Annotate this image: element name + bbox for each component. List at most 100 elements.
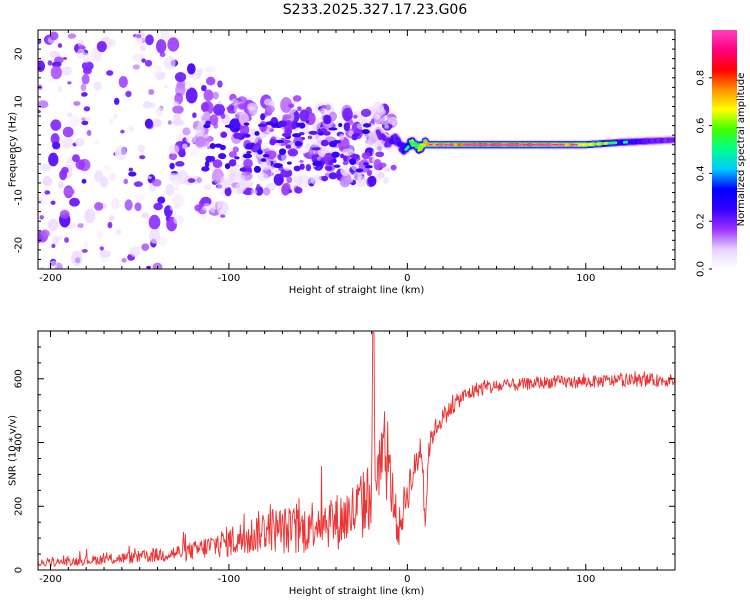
spectrogram-core [331, 151, 340, 158]
spectrogram-blob [137, 145, 146, 153]
spectrogram-blob [232, 146, 239, 153]
spectrogram-blob [262, 187, 271, 196]
spectrogram-blob [173, 186, 179, 191]
spectrogram-core [224, 163, 231, 170]
spectrogram-blob [99, 246, 105, 251]
spectrogram-blob [342, 160, 349, 166]
spectrogram-blob [94, 139, 100, 146]
spectrogram-blob [157, 196, 166, 204]
spectrogram-blob [190, 148, 200, 157]
spectrogram-blob [83, 241, 89, 248]
snr-xtick-label: -200 [39, 574, 62, 585]
spectrogram-blob [38, 60, 46, 72]
spectrogram-core [311, 147, 321, 151]
spectrogram-blob [316, 142, 322, 146]
spectrogram-core [233, 132, 242, 139]
spectrogram-blob [57, 85, 63, 93]
spectrogram-blob [318, 108, 328, 116]
spectrogram-core [317, 131, 325, 136]
spectrogram-core [286, 161, 292, 165]
spectrogram-blob [299, 163, 305, 170]
spectrogram-core [285, 144, 292, 149]
spectrogram-blob [243, 158, 253, 169]
spectrogram-blob [63, 187, 75, 196]
spectrogram-core [260, 158, 267, 162]
spectrogram-blob [152, 262, 163, 269]
colorbar-tick-label: 0.4 [696, 165, 707, 181]
spectrogram-blob [258, 134, 264, 140]
ridge-segment [415, 143, 421, 149]
spectrogram-blob [168, 152, 178, 161]
spectrogram-core [262, 153, 270, 158]
spectrogram-blob [287, 103, 295, 108]
spectrogram-blob [124, 199, 133, 211]
spectrogram-blob [201, 212, 207, 220]
spectrogram-blob [384, 167, 391, 172]
spectrogram-blob [58, 235, 63, 241]
spectrogram-blob [109, 118, 114, 125]
spectrogram-blob [120, 129, 125, 134]
spectrogram-blob [182, 143, 188, 150]
spectrogram-blob [113, 97, 120, 105]
spectrogram-blob [342, 107, 353, 122]
spectrogram-blob [235, 164, 240, 168]
chart-title: S233.2025.327.17.23.G06 [282, 2, 468, 18]
spectrogram-blob [48, 152, 59, 167]
spectrogram-blob [294, 186, 303, 194]
spectrogram-blob [160, 30, 170, 40]
spectrogram-blob [113, 113, 118, 120]
spectrogram-blob [195, 136, 206, 147]
spectrogram-blob [194, 204, 202, 212]
spectrogram-core [340, 153, 345, 159]
spectrogram-blob [167, 120, 172, 125]
spectrogram-blob [280, 168, 293, 178]
spectrogram-blob [123, 178, 129, 185]
spectrogram-blob [81, 248, 88, 253]
spectrogram-core [361, 129, 370, 135]
spectrogram-blob [152, 64, 162, 78]
spectrogram-blob [40, 229, 50, 238]
spectrogram-core [293, 165, 301, 172]
spectrogram-xtick-label: -200 [39, 273, 62, 284]
colorbar-tick-label: 0.8 [696, 70, 707, 86]
spectrogram-blob [388, 116, 398, 125]
spectrogram-blob [155, 107, 164, 117]
spectrogram-blob [77, 223, 84, 229]
spectrogram-blob [134, 202, 142, 212]
spectrogram-core [239, 167, 247, 172]
spectrogram-blob [121, 257, 127, 263]
spectrogram-blob [61, 137, 73, 149]
spectrogram-blob [176, 133, 184, 141]
spectrogram-blob [256, 183, 261, 189]
spectrogram-blob [52, 141, 61, 150]
spectrogram-blob [103, 165, 111, 172]
spectrogram-blob [307, 135, 313, 140]
ridge-segment [417, 143, 423, 152]
spectrogram-core [242, 153, 253, 159]
spectrogram-blob [200, 102, 210, 112]
spectrogram-ytick-label: -10 [14, 189, 25, 205]
spectrogram-blob [321, 175, 329, 182]
spectrogram-xlabel: Height of straight line (km) [289, 285, 425, 296]
spectrogram-blob [360, 108, 372, 117]
spectrogram-core [257, 123, 267, 128]
spectrogram-blob [93, 81, 102, 91]
snr-ylabel: SNR (10 * v/v) [8, 415, 19, 486]
spectrogram-ytick-label: 0 [14, 146, 25, 152]
spectrogram-blob [139, 155, 146, 160]
spectrogram-blob [182, 127, 191, 136]
spectrogram-blob [308, 148, 314, 156]
spectrogram-blob [136, 33, 142, 39]
spectrogram-blob [228, 167, 241, 181]
ridge-segment [408, 139, 415, 148]
spectrogram-blob [357, 176, 363, 183]
spectrogram-core [209, 142, 216, 150]
spectrogram-blob [61, 166, 69, 174]
spectrogram-blob [296, 127, 303, 132]
spectrogram-blob [111, 197, 120, 210]
spectrogram-blob [62, 126, 74, 138]
spectrogram-blob [44, 190, 51, 195]
spectrogram-blob [128, 125, 134, 132]
spectrogram-core [234, 128, 240, 132]
spectrogram-core [350, 153, 360, 160]
